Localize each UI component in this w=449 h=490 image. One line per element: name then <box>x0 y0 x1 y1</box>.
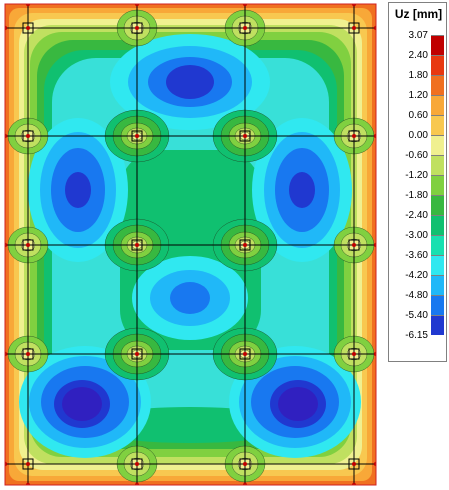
legend-value: -4.80 <box>405 290 428 301</box>
legend: Uz [mm] 3.07 2.40 1.80 1.20 0.60 0.00 -0.60 -1.… <box>388 2 447 362</box>
edge-node <box>134 482 140 485</box>
basin-left <box>28 118 128 262</box>
edge-node <box>5 242 8 248</box>
column-support <box>348 458 360 470</box>
edge-node <box>242 4 248 7</box>
column-support <box>22 22 34 34</box>
legend-swatch <box>431 55 444 75</box>
column-support <box>239 239 251 251</box>
supports <box>5 4 376 485</box>
support-node <box>135 352 139 356</box>
legend-value: -2.40 <box>405 210 428 221</box>
legend-swatch <box>431 315 444 335</box>
legend-value: 0.00 <box>408 130 428 141</box>
support-node <box>26 462 30 466</box>
column-support <box>22 130 34 142</box>
column-support <box>239 458 251 470</box>
legend-value: -3.00 <box>405 230 428 241</box>
legend-value: 0.60 <box>408 110 428 121</box>
legend-value: 2.40 <box>408 50 428 61</box>
column-support <box>131 458 143 470</box>
edge-node <box>373 461 376 467</box>
column-support <box>131 239 143 251</box>
legend-swatch <box>431 35 444 55</box>
edge-node <box>351 4 357 7</box>
basin-top <box>110 34 270 130</box>
support-node <box>26 134 30 138</box>
legend-swatch <box>431 195 444 215</box>
column-support <box>22 239 34 251</box>
legend-swatch <box>431 155 444 175</box>
support-node <box>135 462 139 466</box>
basin-center <box>132 256 248 340</box>
support-node <box>352 462 356 466</box>
legend-swatch <box>431 95 444 115</box>
edge-node <box>5 25 8 31</box>
column-support <box>131 130 143 142</box>
support-node <box>243 462 247 466</box>
support-node <box>352 243 356 247</box>
column-support <box>239 130 251 142</box>
legend-swatch <box>431 175 444 195</box>
edge-node <box>373 242 376 248</box>
support-node <box>352 26 356 30</box>
edge-node <box>5 351 8 357</box>
edge-node <box>242 482 248 485</box>
legend-swatch <box>431 295 444 315</box>
column-support <box>22 458 34 470</box>
legend-swatch <box>431 215 444 235</box>
support-node <box>243 243 247 247</box>
legend-value: -4.20 <box>405 270 428 281</box>
legend-swatch <box>431 115 444 135</box>
legend-swatch <box>431 75 444 95</box>
column-support <box>239 348 251 360</box>
legend-value: -5.40 <box>405 310 428 321</box>
column-support <box>239 22 251 34</box>
column-support <box>131 348 143 360</box>
basin-right <box>252 118 352 262</box>
legend-value: -3.60 <box>405 250 428 261</box>
edge-node <box>5 461 8 467</box>
edge-node <box>351 482 357 485</box>
support-node <box>135 26 139 30</box>
column-support <box>22 348 34 360</box>
support-node <box>352 134 356 138</box>
column-support <box>348 22 360 34</box>
legend-value: 1.80 <box>408 70 428 81</box>
legend-value: -1.20 <box>405 170 428 181</box>
support-node <box>243 352 247 356</box>
column-support <box>348 239 360 251</box>
support-node <box>26 243 30 247</box>
edge-node <box>25 482 31 485</box>
edge-node <box>5 133 8 139</box>
support-node <box>26 26 30 30</box>
legend-value: -1.80 <box>405 190 428 201</box>
legend-value: -6.15 <box>405 330 428 341</box>
support-node <box>352 352 356 356</box>
support-node <box>26 352 30 356</box>
column-support <box>131 22 143 34</box>
column-support <box>348 130 360 142</box>
support-node <box>135 134 139 138</box>
legend-value: 3.07 <box>408 30 428 41</box>
legend-swatch <box>431 235 444 255</box>
legend-value: -0.60 <box>405 150 428 161</box>
legend-value: 1.20 <box>408 90 428 101</box>
support-node <box>135 243 139 247</box>
column-support <box>348 348 360 360</box>
support-node <box>243 134 247 138</box>
legend-title: Uz [mm] <box>394 7 443 21</box>
support-node <box>243 26 247 30</box>
legend-swatch <box>431 275 444 295</box>
edge-node <box>25 4 31 7</box>
edge-node <box>373 25 376 31</box>
slab-outline <box>4 3 377 486</box>
edge-node <box>373 133 376 139</box>
edge-node <box>134 4 140 7</box>
legend-swatch <box>431 255 444 275</box>
edge-node <box>373 351 376 357</box>
legend-swatch <box>431 135 444 155</box>
